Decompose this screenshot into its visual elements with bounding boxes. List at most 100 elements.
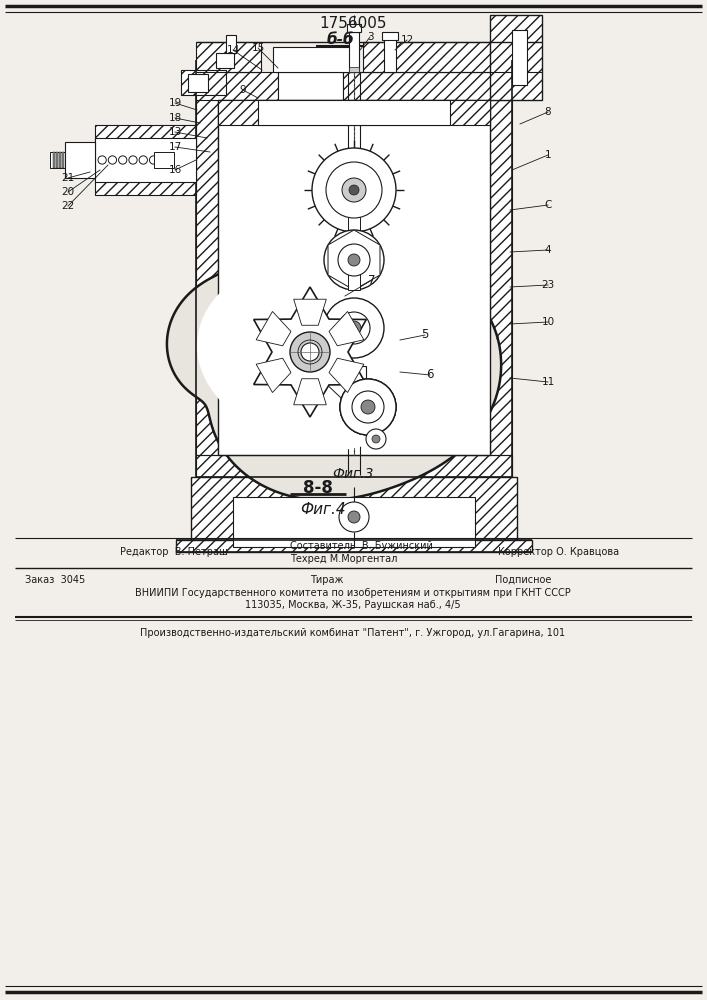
Bar — [343, 72, 512, 100]
Circle shape — [361, 400, 375, 414]
Circle shape — [160, 156, 168, 164]
Text: 8: 8 — [544, 107, 551, 117]
Text: Производственно-издательский комбинат "Патент", г. Ужгород, ул.Гагарина, 101: Производственно-издательский комбинат "П… — [141, 628, 566, 638]
Text: 22: 22 — [62, 201, 75, 211]
Polygon shape — [293, 299, 327, 325]
Circle shape — [338, 244, 370, 276]
Bar — [95, 138, 196, 182]
Bar — [348, 260, 360, 290]
Text: 19: 19 — [168, 98, 182, 108]
Text: 14: 14 — [226, 45, 240, 55]
Text: 8-8: 8-8 — [303, 479, 333, 497]
Text: 17: 17 — [168, 142, 182, 152]
Bar — [342, 366, 366, 396]
Circle shape — [290, 332, 330, 372]
Circle shape — [352, 391, 384, 423]
Bar — [348, 190, 360, 243]
Bar — [226, 35, 236, 53]
Circle shape — [312, 148, 396, 232]
Text: 4: 4 — [544, 245, 551, 255]
Circle shape — [324, 230, 384, 290]
Circle shape — [366, 429, 386, 449]
Bar — [191, 477, 517, 547]
Polygon shape — [197, 261, 438, 451]
Circle shape — [326, 162, 382, 218]
Text: 1756005: 1756005 — [320, 16, 387, 31]
Bar — [384, 37, 396, 72]
Bar — [196, 455, 512, 477]
Text: 21: 21 — [62, 173, 75, 183]
Text: Фиг.3: Фиг.3 — [332, 467, 374, 481]
Text: 5: 5 — [421, 328, 428, 342]
Bar — [154, 152, 174, 168]
Circle shape — [324, 298, 384, 358]
Bar — [512, 30, 527, 85]
Circle shape — [340, 379, 396, 435]
Circle shape — [119, 156, 127, 164]
Bar — [278, 72, 343, 100]
Polygon shape — [167, 235, 501, 500]
Text: Корректор О. Кравцова: Корректор О. Кравцова — [498, 547, 619, 557]
Polygon shape — [256, 358, 291, 393]
Circle shape — [372, 435, 380, 443]
Text: 11: 11 — [542, 377, 554, 387]
Polygon shape — [256, 311, 291, 346]
Text: 6: 6 — [426, 368, 434, 381]
Bar — [196, 42, 261, 72]
Circle shape — [338, 312, 370, 344]
Bar — [363, 42, 512, 72]
Text: 9: 9 — [240, 85, 246, 95]
Text: 20: 20 — [62, 187, 74, 197]
Circle shape — [129, 156, 137, 164]
Text: Техред М.Моргентал: Техред М.Моргентал — [290, 554, 397, 564]
Circle shape — [139, 156, 148, 164]
Circle shape — [348, 254, 360, 266]
Bar — [95, 125, 196, 195]
Polygon shape — [328, 230, 380, 290]
Bar — [382, 32, 398, 40]
Text: ВНИИПИ Государственного комитета по изобретениям и открытиям при ГКНТ СССР: ВНИИПИ Государственного комитета по изоб… — [135, 588, 571, 598]
Circle shape — [340, 379, 396, 435]
Text: Редактор  В. Петраш: Редактор В. Петраш — [120, 547, 228, 557]
Text: Тираж: Тираж — [310, 575, 344, 585]
Bar — [176, 540, 532, 552]
Polygon shape — [293, 379, 327, 405]
Text: C: C — [544, 200, 551, 210]
Text: 12: 12 — [400, 35, 414, 45]
Bar — [349, 32, 359, 72]
Text: 18: 18 — [168, 113, 182, 123]
Bar — [258, 100, 450, 125]
Circle shape — [339, 502, 369, 532]
Text: 113035, Москва, Ж-35, Раушская наб., 4/5: 113035, Москва, Ж-35, Раушская наб., 4/5 — [245, 600, 461, 610]
Bar — [56, 152, 58, 168]
Text: 10: 10 — [542, 317, 554, 327]
Circle shape — [349, 185, 359, 195]
Text: 13: 13 — [168, 127, 182, 137]
Circle shape — [348, 511, 360, 523]
Circle shape — [108, 156, 117, 164]
Polygon shape — [329, 358, 364, 393]
Bar — [218, 100, 490, 455]
Text: Подписное: Подписное — [495, 575, 551, 585]
Bar — [65, 142, 95, 178]
Text: 16: 16 — [168, 165, 182, 175]
Bar — [273, 47, 353, 72]
Text: 1: 1 — [544, 150, 551, 160]
Bar — [196, 78, 218, 477]
Bar — [490, 15, 542, 100]
Text: Составитель  В. Бужинский: Составитель В. Бужинский — [290, 541, 433, 551]
Text: Фиг.4: Фиг.4 — [300, 502, 346, 518]
Circle shape — [301, 343, 319, 361]
Text: 15: 15 — [252, 43, 264, 53]
Bar — [181, 70, 226, 95]
Circle shape — [347, 321, 361, 335]
Bar — [349, 67, 359, 72]
Text: б-б: б-б — [326, 32, 354, 47]
Text: Заказ  3045: Заказ 3045 — [25, 575, 86, 585]
Bar — [196, 72, 278, 100]
Bar — [334, 366, 374, 396]
Bar — [188, 74, 208, 92]
Bar — [53, 152, 55, 168]
Polygon shape — [302, 343, 376, 416]
Circle shape — [340, 379, 396, 435]
